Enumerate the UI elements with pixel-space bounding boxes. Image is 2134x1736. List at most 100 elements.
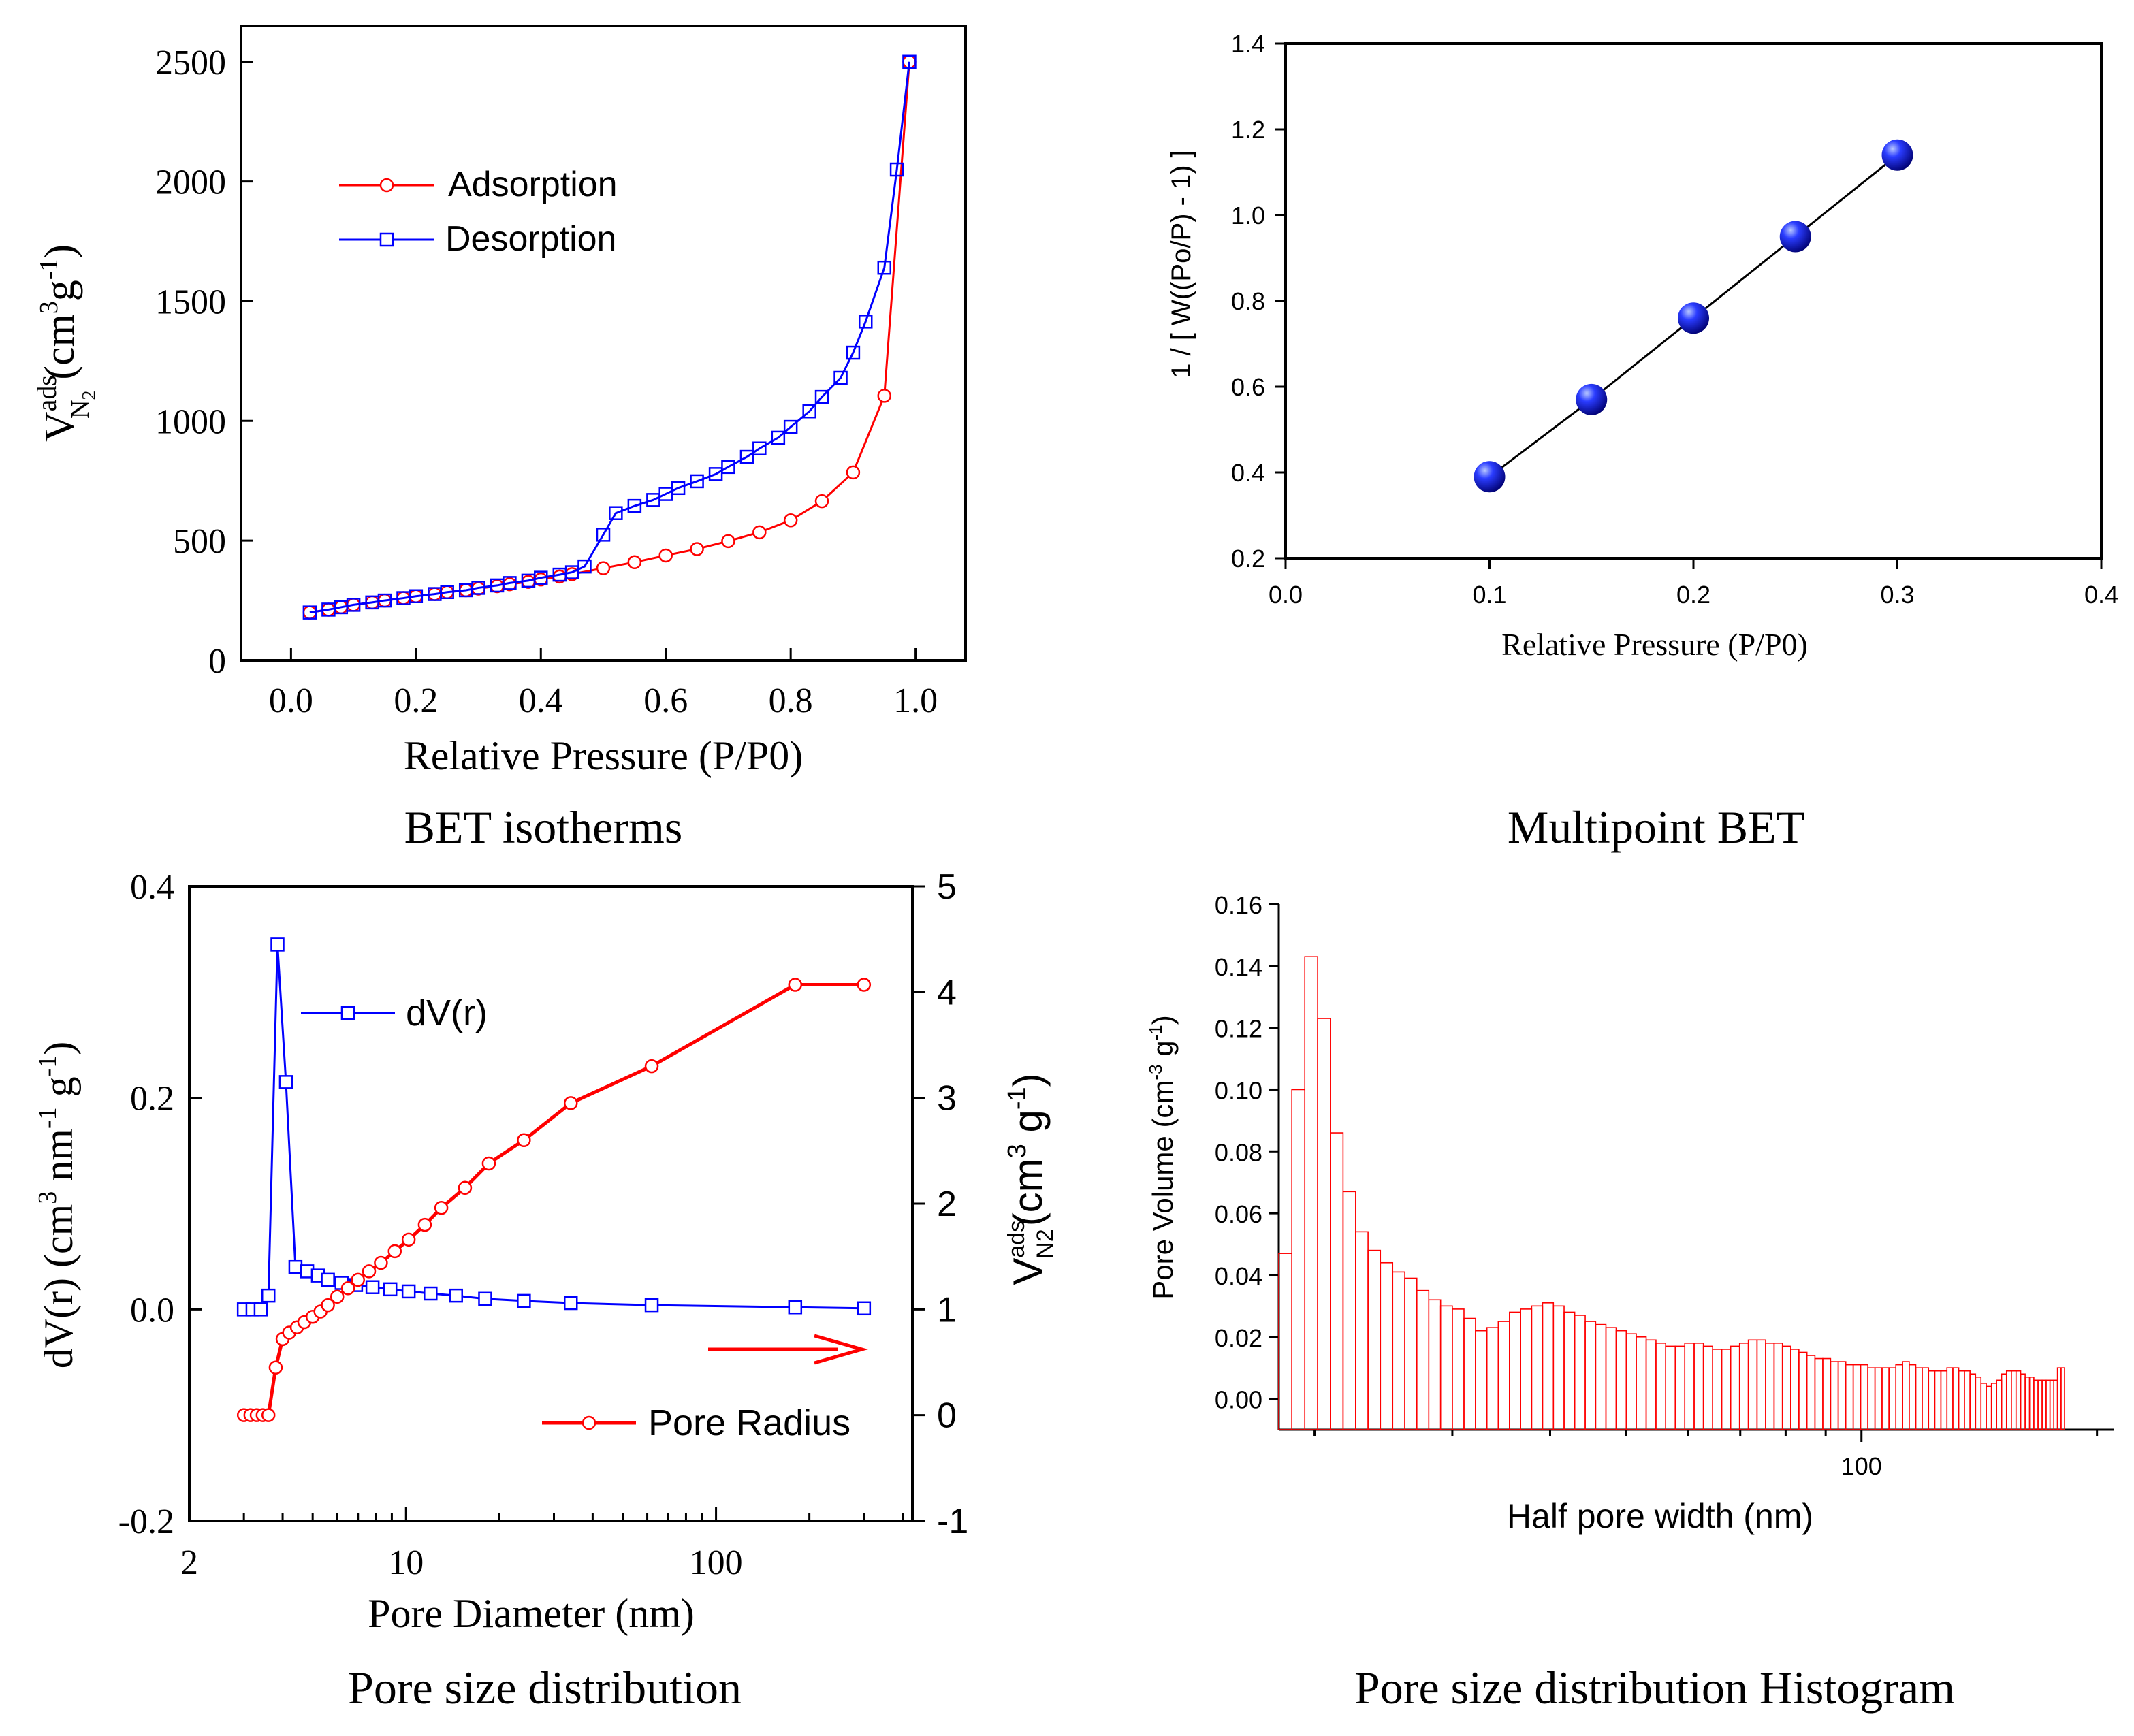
histogram-bar <box>1684 1343 1695 1430</box>
histogram-bar <box>1934 1370 1942 1430</box>
histogram-bar <box>2045 1379 2051 1430</box>
histogram-bar <box>1452 1308 1465 1430</box>
left-y-tick-label: 0.2 <box>130 1080 174 1119</box>
pore-radius-point <box>330 1289 345 1304</box>
histogram-bar <box>1595 1323 1607 1430</box>
histogram-bar <box>1475 1330 1488 1430</box>
y-tick-label: 0.8 <box>1231 287 1265 315</box>
histogram-bar <box>1404 1277 1418 1430</box>
histogram-bar <box>1531 1305 1544 1430</box>
dvr-point <box>478 1291 492 1306</box>
bet-point <box>1779 221 1811 253</box>
desorption-point <box>577 559 592 574</box>
histogram-bar <box>1822 1357 1832 1430</box>
pore-size-histogram-caption: Pore size distribution Histogram <box>1354 1662 1955 1714</box>
adsorption-point <box>846 465 861 480</box>
right-y-tick-label: 1 <box>937 1290 957 1330</box>
pore-radius-point <box>434 1200 449 1215</box>
y-tick-label: 2000 <box>155 163 226 202</box>
desorption-point <box>708 467 723 481</box>
histogram-bar <box>1428 1299 1442 1430</box>
pore-size-histogram-panel: 100 0.00 0.02 0.04 0.06 0.08 0.10 0.12 0.14 0.16… <box>1145 891 2114 1714</box>
dvr-point <box>449 1288 463 1303</box>
y-tick-label: 0.6 <box>1231 373 1265 401</box>
histogram-x-axis-label: Half pore width (nm) <box>1507 1497 1813 1535</box>
desorption-point <box>671 481 686 496</box>
histogram-bar <box>1990 1383 1998 1430</box>
histogram-bar <box>1574 1315 1586 1430</box>
histogram-bar <box>1304 956 1318 1430</box>
y-tick-label: 500 <box>173 522 226 561</box>
histogram-bar <box>1895 1364 1903 1430</box>
multipoint-bet-panel: 0.0 0.1 0.2 0.3 0.4 0.2 0.4 0.6 0.8 1.0 1.2 1.4 Re… <box>1166 30 2118 853</box>
histogram-bar <box>1655 1343 1666 1430</box>
x-tick-label: 0.6 <box>643 681 688 720</box>
histogram-bar <box>1881 1367 1890 1430</box>
histogram-bar <box>1497 1321 1510 1430</box>
desorption-point <box>771 430 786 445</box>
x-tick-label: 2 <box>180 1543 198 1582</box>
histogram-bar <box>2033 1379 2039 1430</box>
histogram-bar <box>1909 1364 1917 1430</box>
histogram-bar <box>2015 1370 2022 1430</box>
y-tick-label: 0.02 <box>1215 1324 1262 1352</box>
bet-plot-frame <box>1284 42 2103 560</box>
histogram-bar <box>1756 1339 1766 1430</box>
histogram-bar <box>1975 1377 1982 1430</box>
histogram-bar <box>2049 1379 2055 1430</box>
dvr-point <box>857 1301 872 1316</box>
bet-point <box>1576 383 1608 415</box>
desorption-point <box>721 460 735 475</box>
dvr-point <box>270 937 285 952</box>
histogram-bar <box>1830 1361 1839 1430</box>
desorption-point <box>739 449 754 464</box>
histogram-bar <box>1852 1364 1862 1430</box>
dvr-point <box>278 1075 293 1089</box>
right-y-tick-label: 0 <box>937 1396 957 1436</box>
histogram-bar <box>1814 1357 1824 1430</box>
pore-radius-point <box>401 1232 416 1247</box>
histogram-bar <box>2028 1377 2035 1430</box>
histogram-bar <box>2041 1379 2047 1430</box>
histogram-bar <box>1790 1349 1800 1430</box>
histogram-bar <box>1902 1361 1910 1430</box>
histogram-bar <box>1845 1364 1854 1430</box>
dvr-point <box>644 1298 659 1313</box>
legend-dvr-label: dV(r) <box>406 993 488 1033</box>
legend-desorption-label: Desorption <box>445 219 616 259</box>
dvr-point <box>253 1302 268 1317</box>
dvr-point <box>383 1282 398 1297</box>
histogram-bar <box>1986 1385 1992 1430</box>
x-tick-label: 100 <box>1841 1452 1882 1480</box>
histogram-bar <box>1867 1367 1876 1430</box>
histogram-bar <box>1439 1305 1453 1430</box>
histogram-bar <box>1330 1132 1344 1430</box>
x-tick-label: 0.4 <box>519 681 563 720</box>
y-tick-label: 0.06 <box>1215 1200 1262 1228</box>
histogram-bar <box>1520 1308 1533 1430</box>
desorption-point <box>596 528 611 542</box>
histogram-bar <box>2024 1377 2031 1430</box>
histogram-bar <box>1837 1361 1847 1430</box>
pore-radius-point <box>340 1281 355 1296</box>
legend-desorption-marker <box>379 232 394 247</box>
right-y-tick-label: 2 <box>937 1185 957 1224</box>
desorption-point <box>534 570 548 585</box>
y-tick-label: 1.2 <box>1231 116 1265 144</box>
y-tick-label: 1.4 <box>1231 30 1265 58</box>
histogram-bar <box>1278 1253 1292 1430</box>
dvr-point <box>261 1288 276 1303</box>
histogram-bar <box>1940 1370 1948 1430</box>
right-y-tick-label: 4 <box>937 973 957 1012</box>
right-y-tick-label: 3 <box>937 1079 957 1119</box>
x-tick-label: 0.0 <box>1269 581 1303 609</box>
histogram-bar <box>1922 1367 1930 1430</box>
isotherm-x-axis-label: Relative Pressure (P/P0) <box>404 733 803 778</box>
desorption-point <box>858 315 873 329</box>
desorption-point <box>814 389 829 404</box>
bet-isotherms-panel: 0.0 0.2 0.4 0.6 0.8 1.0 05001000150020002500 … <box>31 25 967 853</box>
y-tick-label: 0.16 <box>1215 891 1262 919</box>
pore-radius-point <box>458 1180 473 1195</box>
histogram-bar <box>1625 1333 1637 1430</box>
